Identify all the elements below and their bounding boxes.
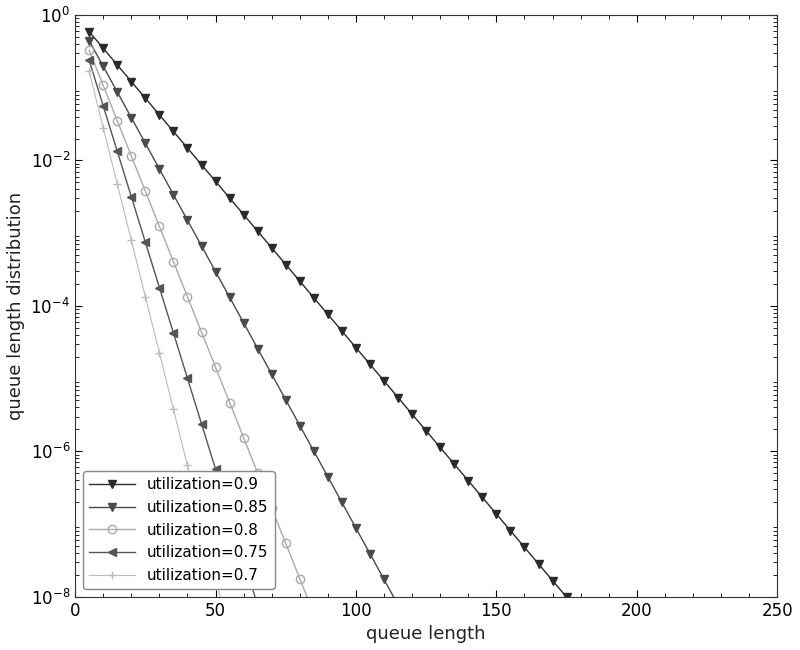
utilization=0.75 xyxy=(194,411,203,419)
utilization=0.9 xyxy=(422,427,431,435)
X-axis label: queue length: queue length xyxy=(366,625,486,643)
utilization=0.85 xyxy=(234,309,243,317)
Line: utilization=0.85: utilization=0.85 xyxy=(85,36,436,650)
utilization=0.85 xyxy=(84,37,94,45)
utilization=0.8 xyxy=(312,617,322,625)
utilization=0.9 xyxy=(149,104,158,112)
utilization=0.8 xyxy=(152,215,162,223)
utilization=0.75 xyxy=(126,193,136,201)
utilization=0.8 xyxy=(90,60,99,68)
utilization=0.7 xyxy=(84,68,94,75)
Line: utilization=0.8: utilization=0.8 xyxy=(85,46,338,650)
utilization=0.7 xyxy=(110,169,119,177)
Line: utilization=0.9: utilization=0.9 xyxy=(85,27,630,650)
utilization=0.8 xyxy=(205,349,214,357)
Line: utilization=0.75: utilization=0.75 xyxy=(85,57,282,650)
utilization=0.75 xyxy=(84,57,94,64)
Legend: utilization=0.9, utilization=0.85, utilization=0.8, utilization=0.75, utilizatio: utilization=0.9, utilization=0.85, utili… xyxy=(82,471,274,589)
utilization=0.9 xyxy=(84,28,94,36)
utilization=0.8 xyxy=(84,46,94,54)
utilization=0.8 xyxy=(154,222,164,230)
utilization=0.7 xyxy=(166,394,175,402)
utilization=0.9 xyxy=(306,291,316,298)
utilization=0.7 xyxy=(186,473,195,480)
utilization=0.7 xyxy=(174,428,184,436)
utilization=0.75 xyxy=(253,601,262,609)
utilization=0.9 xyxy=(301,284,310,292)
utilization=0.85 xyxy=(104,73,114,81)
utilization=0.8 xyxy=(228,406,238,413)
utilization=0.85 xyxy=(362,545,372,552)
utilization=0.85 xyxy=(124,109,134,116)
utilization=0.9 xyxy=(354,347,363,355)
utilization=0.75 xyxy=(191,402,201,410)
utilization=0.9 xyxy=(390,391,400,398)
utilization=0.7 xyxy=(171,417,181,424)
utilization=0.7 xyxy=(141,292,150,300)
utilization=0.75 xyxy=(130,202,139,210)
utilization=0.85 xyxy=(182,216,192,224)
utilization=0.85 xyxy=(118,98,128,106)
Line: utilization=0.7: utilization=0.7 xyxy=(85,67,242,650)
utilization=0.75 xyxy=(267,647,277,650)
Y-axis label: queue length distribution: queue length distribution xyxy=(7,192,25,420)
